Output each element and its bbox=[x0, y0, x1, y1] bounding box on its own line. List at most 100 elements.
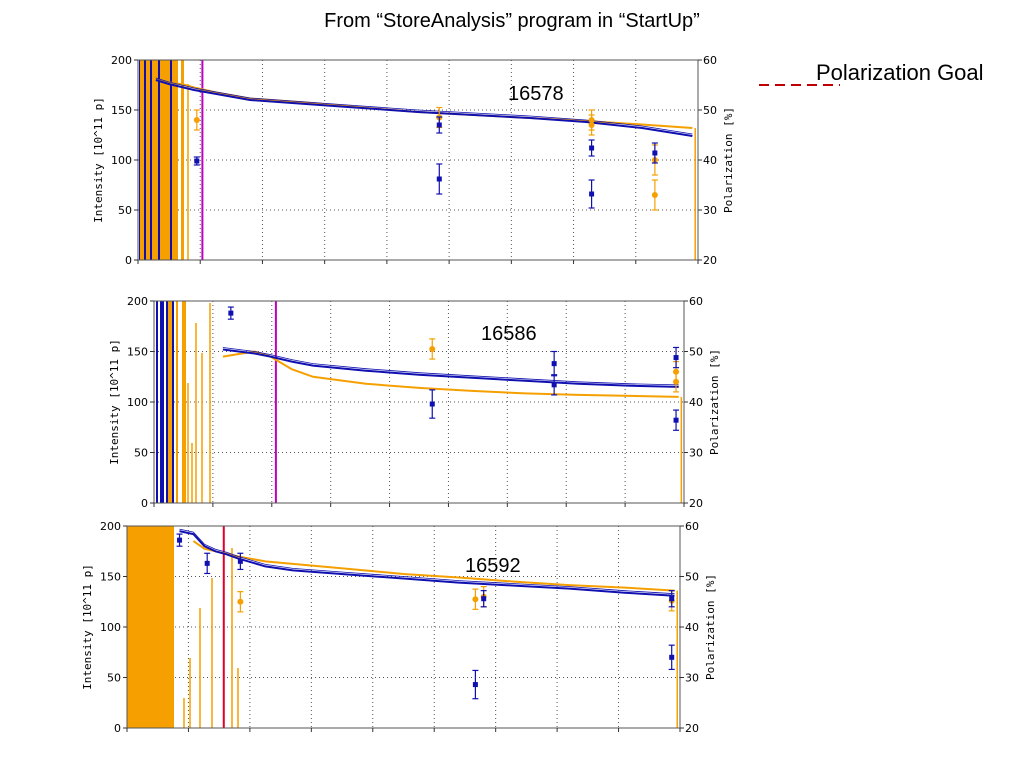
polarization-point-marker bbox=[237, 598, 244, 605]
polarization-goal-label: Polarization Goal bbox=[816, 60, 984, 85]
y2-tick-label: 30 bbox=[689, 447, 703, 460]
chart-16586: 0 50 100 150 200 20 30 40 50 60 Intensity [10^11 p… bbox=[70, 290, 744, 516]
injection-fill-polarization bbox=[182, 301, 186, 503]
injection-fill-intensity bbox=[156, 301, 158, 503]
y-tick-label: 50 bbox=[134, 447, 148, 460]
injection-fill-intensity bbox=[150, 60, 152, 260]
y-tick-label: 0 bbox=[114, 722, 121, 735]
injection-fill-polarization bbox=[176, 301, 178, 503]
injection-fill-intensity bbox=[166, 301, 168, 503]
intensity-point-marker bbox=[204, 560, 210, 566]
intensity-point-marker bbox=[481, 596, 487, 602]
slide-title: From “StoreAnalysis” program in “StartUp… bbox=[324, 10, 700, 32]
injection-fill-intensity bbox=[160, 301, 164, 503]
y2-tick-label: 40 bbox=[703, 154, 717, 167]
y2-tick-label: 20 bbox=[685, 722, 699, 735]
injection-fill-polarization bbox=[181, 60, 184, 260]
y2-tick-label: 50 bbox=[689, 346, 703, 359]
panel-background bbox=[78, 44, 756, 284]
y2-tick-label: 50 bbox=[703, 104, 717, 117]
y-tick-label: 0 bbox=[125, 254, 132, 267]
intensity-curve-secondary bbox=[222, 347, 679, 386]
y-axis-title: Intensity [10^11 p] bbox=[92, 97, 105, 223]
y-tick-label: 50 bbox=[118, 204, 132, 217]
intensity-point-marker bbox=[551, 382, 557, 388]
y-axis-title: Intensity [10^11 p] bbox=[108, 339, 121, 465]
run-number-label: 16592 bbox=[465, 555, 521, 577]
y2-tick-label: 40 bbox=[685, 621, 699, 634]
intensity-point-marker bbox=[436, 176, 442, 182]
intensity-point-marker bbox=[673, 417, 679, 423]
injection-fill-intensity bbox=[139, 60, 140, 260]
intensity-point-marker bbox=[669, 596, 675, 602]
injection-fill-intensity bbox=[144, 60, 146, 260]
y-tick-label: 100 bbox=[111, 154, 132, 167]
intensity-curve bbox=[222, 348, 679, 388]
injection-fill-polarization bbox=[146, 60, 150, 260]
y-tick-label: 200 bbox=[111, 54, 132, 67]
y2-tick-label: 20 bbox=[703, 254, 717, 267]
intensity-point-marker bbox=[237, 558, 243, 564]
chart-16592: 0 50 100 150 200 20 30 40 50 60 Intensity [10^11 p… bbox=[62, 516, 744, 748]
run-number-label: 16578 bbox=[508, 83, 564, 105]
y-tick-label: 0 bbox=[141, 497, 148, 510]
y-tick-label: 50 bbox=[107, 672, 121, 685]
intensity-point-marker bbox=[589, 145, 595, 151]
polarization-point-marker bbox=[673, 378, 680, 385]
chart-panel-16592: 0 50 100 150 200 20 30 40 50 60 Intensity [10^11 p… bbox=[62, 516, 744, 748]
y-tick-label: 150 bbox=[111, 104, 132, 117]
injection-fill-polarization bbox=[152, 60, 158, 260]
intensity-point-marker bbox=[673, 355, 679, 361]
injection-fill-intensity bbox=[170, 60, 172, 260]
injection-fill-intensity bbox=[172, 301, 174, 503]
y-tick-label: 150 bbox=[127, 346, 148, 359]
intensity-point-marker bbox=[589, 191, 595, 197]
y2-tick-label: 40 bbox=[689, 396, 703, 409]
polarization-point-marker bbox=[651, 192, 658, 198]
y2-tick-label: 60 bbox=[685, 520, 699, 533]
chart-16578: 0 50 100 150 200 20 30 40 50 60 Intensity [10^11 p… bbox=[78, 44, 756, 284]
polarization-point-marker bbox=[193, 117, 200, 123]
polarization-point-marker bbox=[429, 345, 436, 352]
intensity-curve-secondary bbox=[179, 528, 675, 595]
y2-axis-title: Polarization [%] bbox=[704, 574, 717, 680]
injection-fill-polarization bbox=[168, 301, 172, 503]
injection-fill-intensity bbox=[158, 60, 160, 260]
intensity-curve bbox=[179, 530, 675, 597]
intensity-point-marker bbox=[472, 682, 478, 688]
injection-fill-polarization bbox=[172, 60, 178, 260]
y2-tick-label: 60 bbox=[703, 54, 717, 67]
intensity-curve-secondary bbox=[155, 77, 693, 135]
y2-tick-label: 50 bbox=[685, 571, 699, 584]
intensity-point-marker bbox=[436, 122, 442, 128]
y-tick-label: 200 bbox=[127, 295, 148, 308]
injection-fill-polarization bbox=[160, 60, 170, 260]
intensity-point-marker bbox=[194, 158, 200, 164]
y2-axis-title: Polarization [%] bbox=[722, 107, 735, 213]
y-tick-label: 100 bbox=[100, 621, 121, 634]
y-tick-label: 200 bbox=[100, 520, 121, 533]
y2-tick-label: 60 bbox=[689, 295, 703, 308]
chart-panel-16586: 0 50 100 150 200 20 30 40 50 60 Intensity [10^11 p… bbox=[70, 290, 744, 516]
panel-background bbox=[62, 516, 744, 748]
intensity-point-marker bbox=[228, 310, 234, 316]
injection-fill-polarization bbox=[140, 60, 144, 260]
run-number-label: 16586 bbox=[481, 323, 537, 345]
y2-axis-title: Polarization [%] bbox=[708, 349, 721, 455]
chart-panel-16578: 0 50 100 150 200 20 30 40 50 60 Intensity [10^11 p… bbox=[78, 44, 756, 284]
y2-tick-label: 20 bbox=[689, 497, 703, 510]
intensity-point-marker bbox=[652, 150, 658, 156]
intensity-point-marker bbox=[669, 654, 675, 660]
intensity-point-marker bbox=[551, 361, 557, 367]
y2-tick-label: 30 bbox=[685, 672, 699, 685]
y2-tick-label: 30 bbox=[703, 204, 717, 217]
y-axis-title: Intensity [10^11 p] bbox=[81, 564, 94, 690]
intensity-curve bbox=[155, 79, 693, 137]
y-tick-label: 100 bbox=[127, 396, 148, 409]
polarization-point-marker bbox=[588, 122, 595, 128]
injection-fill-polarization bbox=[127, 526, 174, 728]
y-tick-label: 150 bbox=[100, 571, 121, 584]
intensity-point-marker bbox=[429, 401, 435, 407]
polarization-point-marker bbox=[472, 596, 479, 603]
intensity-point-marker bbox=[177, 537, 183, 543]
